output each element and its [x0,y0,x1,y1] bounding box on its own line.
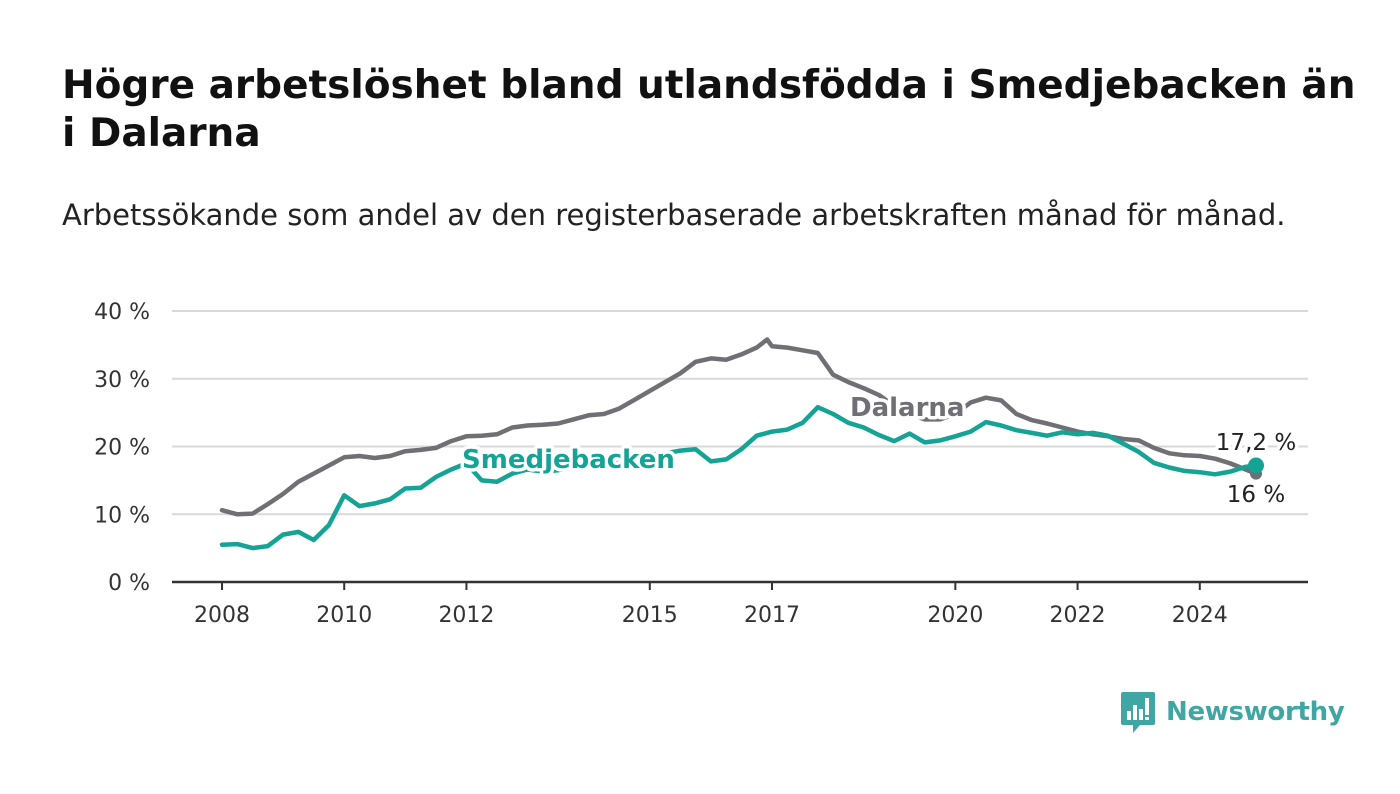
chart-title: Högre arbetslöshet bland utlandsfödda i … [62,63,1356,156]
series-labels: Dalarna Smedjebacken 17,2 % 16 % [459,390,1300,512]
x-tick-label: 2008 [194,603,250,628]
brand-name: Newsworthy [1166,697,1345,727]
y-tick-label: 30 % [94,368,150,393]
y-tick-label: 10 % [94,503,150,528]
x-tick-label: 2015 [622,603,678,628]
end-value-label-dalarna: 16 % [1227,482,1285,508]
newsworthy-logo[interactable]: Newsworthy [1120,690,1345,734]
x-tick-label: 2024 [1172,603,1228,628]
chart-subtitle: Arbetssökande som andel av den registerb… [62,198,1286,232]
x-tick-label: 2010 [316,603,372,628]
end-value-label-smedjebacken: 17,2 % [1216,430,1296,456]
axes: 0 % 10 % 20 % 30 % 40 % 2008 2010 2012 2015 2017 2… [94,300,1308,628]
y-tick-label: 20 % [94,436,150,461]
end-point-smedjebacken [1248,457,1264,474]
x-tick-label: 2022 [1050,603,1106,628]
x-tick-label: 2020 [927,603,983,628]
series-line-smedjebacken [219,404,1259,551]
newsworthy-bar-chart-logo-icon [1121,692,1155,733]
y-tick-label: 40 % [94,300,150,325]
x-tick-label: 2012 [438,603,494,628]
y-tick-label: 0 % [108,571,150,596]
series-label-smedjebacken: Smedjebacken [462,445,675,475]
series-lines [219,337,1264,551]
line-chart: 0 % 10 % 20 % 30 % 40 % 2008 2010 2012 2015 2017 2… [94,300,1308,628]
grid-lines [172,310,1308,516]
series-label-dalarna: Dalarna [850,393,964,423]
series-line-dalarna [219,337,1259,517]
x-tick-label: 2017 [744,603,800,628]
